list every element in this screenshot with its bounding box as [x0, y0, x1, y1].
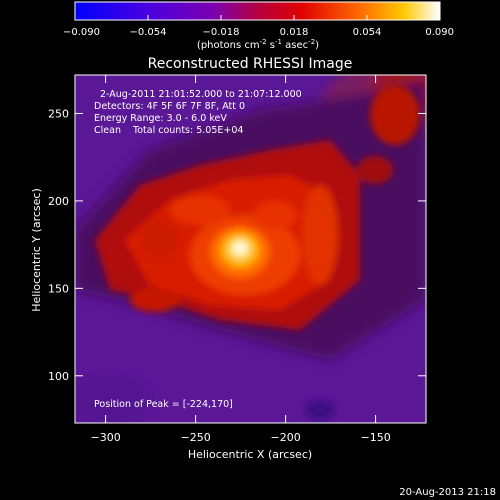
colorbar-tick-label: −0.018 — [202, 27, 239, 38]
y-tick-label: 250 — [48, 107, 69, 120]
x-tick-label: −200 — [270, 431, 300, 444]
colorbar-tick-label: 0.018 — [280, 27, 309, 38]
x-tick-label: −300 — [90, 431, 120, 444]
annotation-clean-counts: Clean Total counts: 5.05E+04 — [94, 125, 243, 136]
y-tick-label: 200 — [48, 195, 69, 208]
x-tick-label: −250 — [180, 431, 210, 444]
plot-frame — [74, 74, 427, 424]
x-tick-label: −150 — [360, 431, 390, 444]
x-axis: −300 −250 −200 −150 — [90, 75, 391, 444]
annotation-detectors: Detectors: 4F 5F 6F 7F 8F, Att 0 — [94, 101, 245, 112]
colorbar-tick-label: −0.054 — [129, 27, 166, 38]
colorbar-ticks: −0.090 −0.054 −0.018 0.018 0.054 0.090 — [63, 15, 454, 38]
chart-title: Reconstructed RHESSI Image — [148, 56, 353, 72]
colorbar: −0.090 −0.054 −0.018 0.018 0.054 0.090 (photo… — [63, 1, 454, 51]
colorbar-units: (photons cm-2 s-1 asec-2) — [197, 38, 319, 51]
y-tick-label: 150 — [48, 282, 69, 295]
heatmap-image — [75, 75, 426, 423]
annotation-block: 2-Aug-2011 21:01:52.000 to 21:07:12.000 … — [94, 89, 302, 136]
annotation-energy-range: Energy Range: 3.0 - 6.0 keV — [94, 113, 227, 124]
colorbar-tick-label: 0.054 — [353, 27, 382, 38]
x-axis-label: Heliocentric X (arcsec) — [188, 448, 312, 461]
y-axis-label: Heliocentric Y (arcsec) — [30, 188, 43, 312]
y-tick-label: 100 — [48, 370, 69, 383]
peak-position-label: Position of Peak = [-224,170] — [94, 399, 233, 410]
annotation-time-range: 2-Aug-2011 21:01:52.000 to 21:07:12.000 — [100, 89, 302, 100]
y-axis: 100 150 200 250 — [48, 107, 426, 383]
colorbar-gradient — [74, 1, 441, 21]
colorbar-tick-label: 0.090 — [425, 27, 454, 38]
footer-timestamp: 20-Aug-2013 21:18 — [399, 487, 496, 498]
colorbar-tick-label: −0.090 — [63, 27, 100, 38]
